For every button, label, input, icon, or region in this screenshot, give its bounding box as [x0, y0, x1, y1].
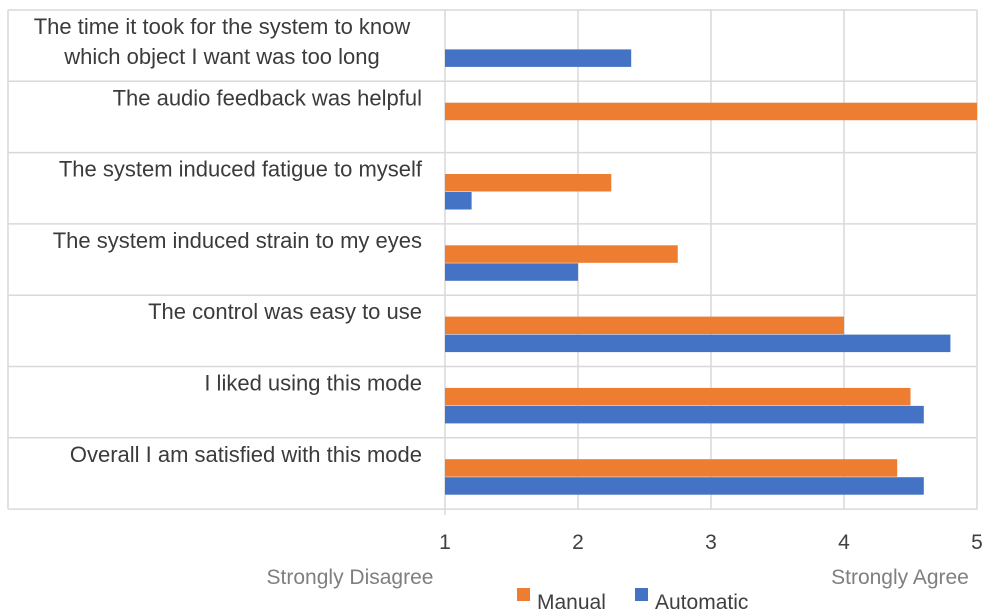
- category-label: The control was easy to use: [148, 299, 422, 324]
- category-label: The time it took for the system to know w…: [34, 14, 411, 69]
- bar-manual: [445, 459, 898, 477]
- bar-manual: [445, 245, 678, 263]
- bars: [445, 49, 977, 495]
- category-labels: The time it took for the system to know w…: [34, 14, 423, 467]
- x-tick-label: 1: [439, 531, 451, 554]
- category-label: The audio feedback was helpful: [113, 85, 422, 110]
- bar-automatic: [445, 334, 951, 353]
- legend-swatch-manual: [517, 588, 530, 601]
- grid-lines: [7, 9, 978, 516]
- anchor-label-low: Strongly Disagree: [267, 566, 434, 589]
- bar-manual: [445, 316, 844, 335]
- category-label: The system induced fatigue to myself: [59, 157, 423, 182]
- bar-automatic: [445, 477, 924, 495]
- legend-swatch-automatic: [635, 588, 648, 601]
- bar-automatic: [445, 405, 924, 424]
- bar-automatic: [445, 49, 632, 67]
- legend-label-manual: Manual: [537, 591, 606, 614]
- bar-automatic: [445, 192, 472, 210]
- bar-manual: [445, 387, 911, 406]
- x-tick-label: 3: [705, 531, 717, 554]
- anchor-label-high: Strongly Agree: [831, 566, 969, 589]
- x-tick-label: 5: [971, 531, 983, 554]
- bar-automatic: [445, 263, 578, 281]
- bar-manual: [445, 174, 612, 192]
- category-label: I liked using this mode: [204, 371, 422, 396]
- category-label: Overall I am satisfied with this mode: [70, 442, 422, 467]
- x-tick-labels: 1 2 3 4 5: [439, 531, 983, 554]
- x-tick-label: 4: [838, 531, 850, 554]
- x-tick-label: 2: [572, 531, 584, 554]
- category-label: The system induced strain to my eyes: [53, 228, 422, 253]
- legend: Manual Automatic: [517, 588, 748, 614]
- legend-label-automatic: Automatic: [655, 591, 748, 614]
- bar-manual: [445, 102, 977, 121]
